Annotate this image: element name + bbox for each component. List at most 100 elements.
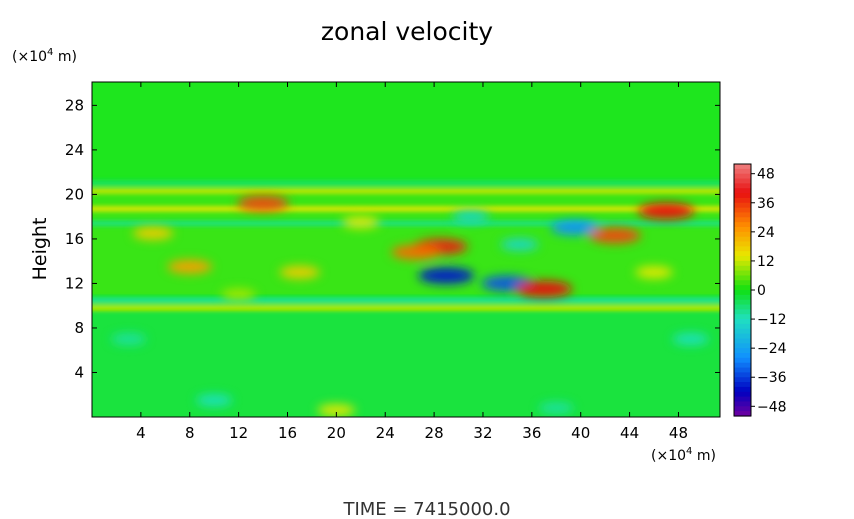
colorbar-strip (734, 256, 751, 262)
heatmap-field (92, 82, 720, 417)
heatmap-positive-cell (167, 259, 213, 274)
x-axis-unit-exponent: 4 (686, 446, 692, 457)
colorbar-strip (734, 270, 751, 277)
feature-layer (111, 195, 709, 417)
y-tick-label: 16 (65, 230, 84, 248)
x-axis-unit-prefix: (×10 (651, 448, 686, 464)
colorbar-label: 0 (757, 283, 766, 299)
colorbar-strip (734, 323, 751, 330)
colorbar-strip (734, 183, 751, 189)
heatmap-positive-cell (279, 265, 321, 279)
heatmap-band (92, 205, 720, 212)
colorbar-strip (734, 197, 751, 204)
colorbar-strip (734, 386, 751, 393)
colorbar-strip (734, 260, 751, 267)
colorbar-strips (734, 164, 751, 417)
colorbar-strip (734, 280, 751, 286)
colorbar-strip (734, 236, 751, 243)
colorbar-strip (734, 168, 751, 175)
plot-frame (91, 81, 721, 418)
colorbar-label: −24 (757, 341, 787, 357)
colorbar-strip (734, 372, 751, 378)
colorbar-strip (734, 265, 751, 272)
colorbar-strip (734, 401, 751, 407)
colorbar-strip (734, 246, 751, 252)
heatmap-positive-cell (132, 226, 174, 240)
y-axis-label: Height (29, 218, 51, 281)
heatmap-negative-cell (451, 210, 490, 223)
heatmap-negative-cell (550, 220, 599, 236)
colorbar-strip (734, 377, 751, 383)
colorbar-strip (734, 241, 751, 247)
colorbar-strip (734, 294, 751, 301)
colorbar-label: 12 (757, 254, 775, 270)
x-tick-label: 40 (571, 424, 590, 442)
heatmap-lower-wash (92, 311, 720, 417)
x-tick-label: 44 (620, 424, 639, 442)
y-tick-label: 8 (74, 319, 84, 337)
colorbar-strip (734, 212, 751, 218)
colorbar-strip (734, 251, 751, 257)
y-tick-label: 24 (65, 141, 84, 159)
colorbar-label: −48 (757, 399, 787, 415)
chart-title: zonal velocity (321, 17, 493, 46)
heatmap-positive-cell (221, 288, 257, 301)
heatmap-positive-cell (341, 216, 380, 229)
y-tick-label: 28 (65, 96, 84, 114)
colorbar-strip (734, 353, 751, 359)
heatmap-positive-cell (635, 266, 673, 279)
x-axis-unit: (×104 m) (651, 446, 716, 464)
colorbar-strip (734, 188, 751, 194)
heatmap-negative-cell (500, 238, 539, 251)
colorbar-label: −36 (757, 370, 787, 386)
colorbar-strip (734, 173, 751, 180)
colorbar-strip (734, 193, 751, 199)
y-axis-unit-suffix: m) (53, 49, 77, 65)
colorbar-strip (734, 382, 751, 388)
y-tick-label: 12 (65, 274, 84, 292)
x-tick-label: 24 (376, 424, 395, 442)
colorbar-strip (734, 231, 751, 238)
y-axis: 4 8 12 16 20 24 28 (65, 96, 720, 381)
heatmap-positive-cell (391, 244, 441, 260)
colorbar-strip (734, 299, 751, 306)
colorbar-strip (734, 207, 751, 214)
heatmap-positive-cell (317, 404, 356, 417)
x-tick-label: 28 (425, 424, 444, 442)
colorbar-strip (734, 275, 751, 281)
band-layer (92, 180, 720, 311)
colorbar-strip (734, 319, 751, 325)
x-axis: 4 8 12 16 20 24 28 32 36 40 44 48 (136, 82, 688, 442)
heatmap-negative-cell (111, 333, 147, 345)
colorbar-strip (734, 396, 751, 403)
colorbar-strip (734, 333, 751, 340)
colorbar-strip (734, 328, 751, 335)
colorbar-label: −12 (757, 312, 787, 328)
y-axis-unit-prefix: (×10 (12, 49, 47, 65)
x-tick-label: 12 (229, 424, 248, 442)
time-label: TIME = 7415000.0 (342, 499, 510, 519)
colorbar-strip (734, 406, 751, 412)
heatmap-band (92, 188, 720, 195)
heatmap-positive-cell (237, 195, 289, 212)
heatmap-band (92, 304, 720, 311)
colorbar-strip (734, 164, 751, 170)
x-tick-label: 20 (327, 424, 346, 442)
x-tick-label: 32 (473, 424, 492, 442)
y-tick-label: 4 (74, 363, 84, 381)
heatmap-positive-cell (516, 280, 573, 298)
colorbar-strip (734, 202, 751, 209)
heatmap-negative-cell (195, 394, 233, 407)
colorbar-strip (734, 222, 751, 228)
colorbar-labels: 48 36 24 12 0 −12 −24 −36 −48 (751, 167, 787, 415)
colorbar-strip (734, 411, 751, 417)
x-tick-label: 16 (278, 424, 297, 442)
y-axis-unit-exponent: 4 (47, 47, 53, 58)
colorbar-strip (734, 217, 751, 223)
heatmap-band (92, 220, 720, 227)
colorbar-strip (734, 314, 751, 320)
colorbar-strip (734, 290, 751, 296)
colorbar-label: 24 (757, 225, 775, 241)
x-tick-label: 8 (185, 424, 195, 442)
